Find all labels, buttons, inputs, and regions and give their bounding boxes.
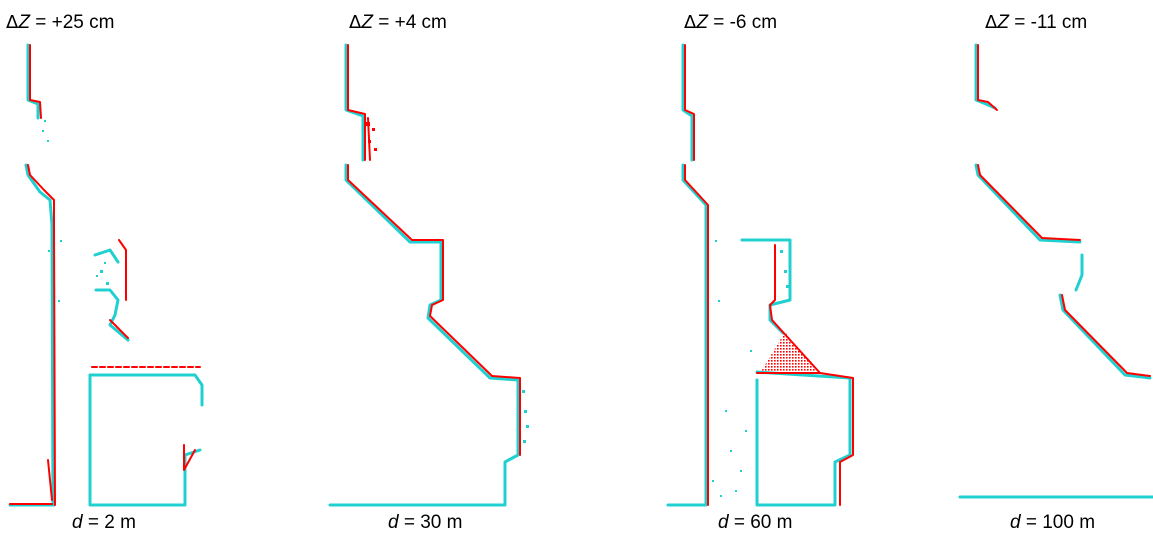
reference-point-trace — [684, 44, 854, 506]
d-variable: d — [718, 512, 729, 533]
measured-point-trace — [958, 43, 1153, 499]
equals-sign: = — [372, 12, 395, 33]
delta-symbol: Δ — [684, 12, 697, 33]
z-variable: Z — [18, 12, 30, 33]
scattered-points — [712, 240, 789, 497]
red-wedge-cluster — [760, 332, 818, 373]
distance-value: 100 m — [1042, 512, 1096, 533]
panel-1-title: ΔZ = +25 cm — [6, 12, 114, 34]
panel-2-title: ΔZ = +4 cm — [349, 12, 447, 34]
delta-symbol: Δ — [985, 12, 998, 33]
panel-2-profile — [328, 43, 529, 507]
panel-1-profile — [8, 43, 204, 507]
delta-symbol: Δ — [6, 12, 19, 33]
panel-3-profile — [666, 43, 854, 507]
measured-point-trace — [666, 43, 852, 507]
panel-1-caption: d = 2 m — [72, 512, 136, 534]
panel-2-caption: d = 30 m — [388, 512, 462, 534]
distance-value: 30 m — [420, 512, 463, 533]
reference-point-trace — [9, 44, 201, 506]
d-variable: d — [1010, 512, 1021, 533]
z-variable: Z — [361, 12, 373, 33]
equals-sign: = — [29, 12, 52, 33]
z-variable: Z — [696, 12, 708, 33]
d-variable: d — [72, 512, 83, 533]
equals-sign: = — [1008, 12, 1031, 33]
panel-4-title: ΔZ = -11 cm — [985, 12, 1087, 34]
reference-point-trace — [977, 44, 1151, 377]
equals-sign: = — [82, 512, 105, 533]
measured-point-trace — [328, 43, 520, 507]
panel-4-caption: d = 100 m — [1010, 512, 1095, 534]
panel-4-profile — [958, 43, 1153, 499]
z-variable: Z — [997, 12, 1009, 33]
measured-point-trace — [8, 43, 204, 507]
distance-value: 2 m — [104, 512, 136, 533]
delta-symbol: Δ — [349, 12, 362, 33]
delta-z-value: -6 cm — [729, 12, 778, 33]
panel-3-title: ΔZ = -6 cm — [684, 12, 777, 34]
equals-sign: = — [707, 12, 730, 33]
equals-sign: = — [1020, 512, 1043, 533]
reference-point-trace — [347, 44, 521, 456]
distance-value: 60 m — [750, 512, 793, 533]
delta-z-value: +4 cm — [394, 12, 447, 33]
panel-3-caption: d = 60 m — [718, 512, 792, 534]
delta-z-value: +25 cm — [51, 12, 115, 33]
delta-z-value: -11 cm — [1030, 12, 1088, 33]
d-variable: d — [388, 512, 399, 533]
scattered-points — [366, 122, 377, 151]
equals-sign: = — [398, 512, 421, 533]
scattered-points — [42, 120, 109, 302]
equals-sign: = — [728, 512, 751, 533]
